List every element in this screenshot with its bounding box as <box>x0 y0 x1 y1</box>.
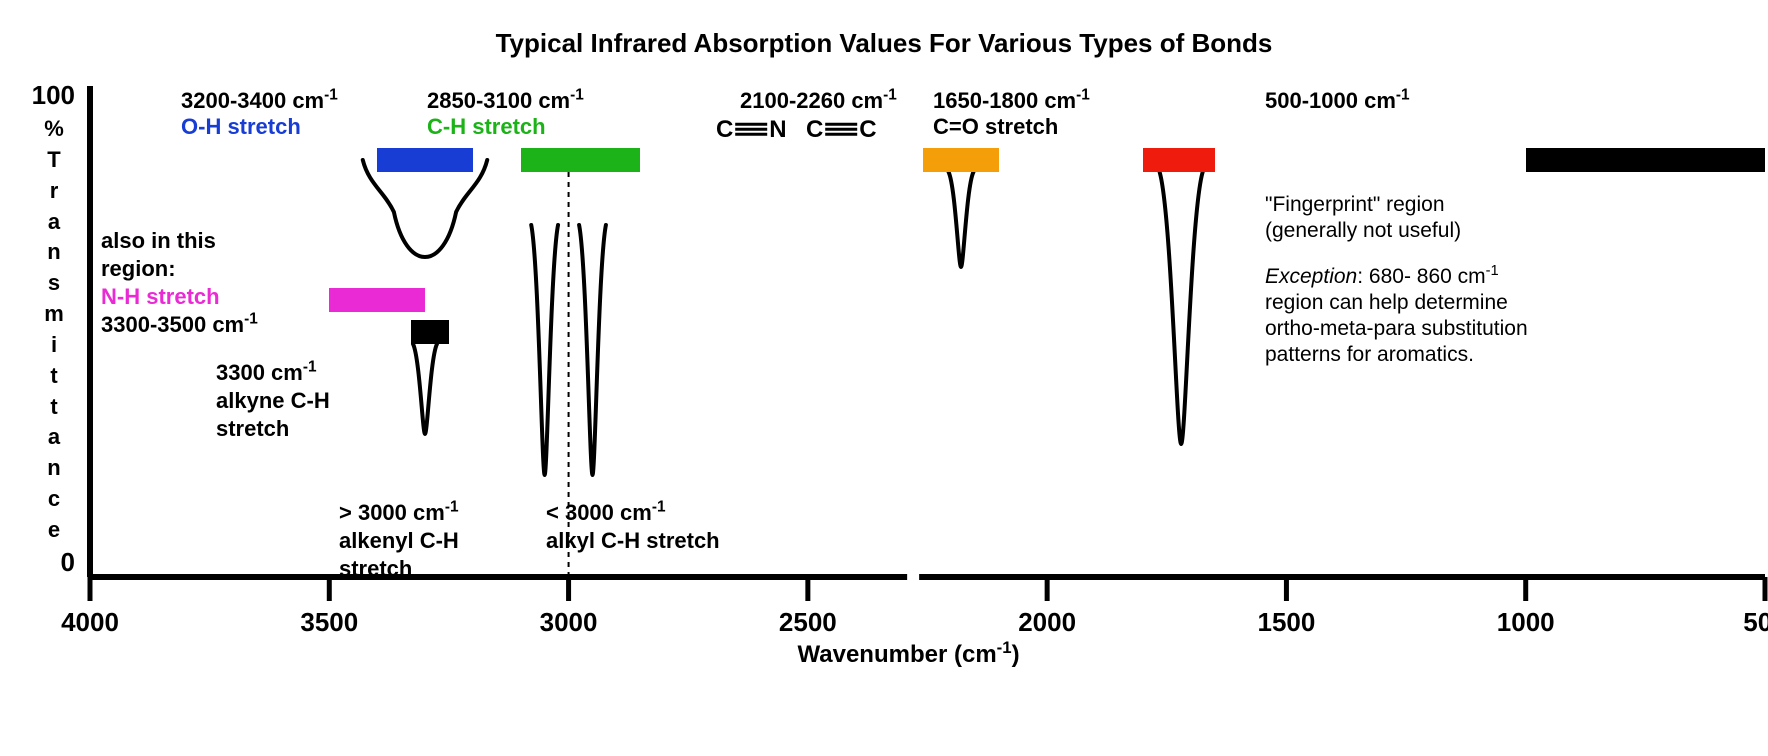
label-co-range: 1650-1800 cm-1 <box>933 88 1090 114</box>
label-fpex-c: ortho-meta-para substitution <box>1265 316 1528 341</box>
formula-atom: C <box>716 116 733 145</box>
label-alkyl-n: alkyl C-H stretch <box>546 528 720 554</box>
y-axis-label-char: e <box>40 517 68 542</box>
y-axis-label-char: t <box>40 363 68 388</box>
x-tick-label: 3000 <box>529 607 609 638</box>
y-axis-label-char: s <box>40 270 68 295</box>
label-alkenyl-r: > 3000 cm-1 <box>339 500 459 526</box>
label-alkenyl-n2: stretch <box>339 556 412 582</box>
peak-co-peak <box>1160 172 1203 444</box>
x-tick-label: 2500 <box>768 607 848 638</box>
peak-oh-peak <box>363 160 487 257</box>
y-tick-0: 0 <box>61 547 75 578</box>
peak-alkenyl-peak <box>531 225 558 475</box>
formula-atom: C <box>806 116 823 145</box>
peak-triple-peak <box>949 172 974 267</box>
label-alkyne-n2: stretch <box>216 416 289 442</box>
region-bar-alkyneCH <box>411 320 449 344</box>
region-bar-ch <box>521 148 641 172</box>
label-fpex-a: Exception: 680- 860 cm-1 <box>1265 264 1499 289</box>
x-tick-label: 500 <box>1725 607 1768 638</box>
y-axis-label-char: a <box>40 209 68 234</box>
y-axis-label-char: n <box>40 239 68 264</box>
label-also1: also in this <box>101 228 216 254</box>
label-also2: region: <box>101 256 176 282</box>
label-fpex-d: patterns for aromatics. <box>1265 342 1474 367</box>
label-fp1: "Fingerprint" region <box>1265 192 1445 217</box>
region-bar-nh <box>329 288 425 312</box>
label-fp2: (generally not useful) <box>1265 218 1461 243</box>
label-oh-name: O-H stretch <box>181 114 301 140</box>
y-axis-label-char: i <box>40 332 68 357</box>
label-alkyne-r: 3300 cm-1 <box>216 360 317 386</box>
label-fpex-b: region can help determine <box>1265 290 1508 315</box>
y-axis-label-char: c <box>40 486 68 511</box>
x-tick-label: 1000 <box>1486 607 1566 638</box>
label-alkyl-r: < 3000 cm-1 <box>546 500 666 526</box>
y-axis-label-char: a <box>40 424 68 449</box>
x-tick-label: 4000 <box>50 607 130 638</box>
label-co-name: C=O stretch <box>933 114 1058 140</box>
y-axis-label-char: r <box>40 178 68 203</box>
label-ch-range: 2850-3100 cm-1 <box>427 88 584 114</box>
peak-alkyne-peak <box>413 344 437 434</box>
y-axis-label-char: t <box>40 394 68 419</box>
formula-atom: N <box>769 116 786 145</box>
y-axis-label-char: T <box>40 147 68 172</box>
formula-atom: C <box>859 116 876 145</box>
label-alkyne-n1: alkyne C-H <box>216 388 330 414</box>
label-nh-name: N-H stretch <box>101 284 220 310</box>
peak-alkyl-peak <box>579 225 606 475</box>
y-axis-label-char: % <box>40 116 68 141</box>
region-bar-triple <box>923 148 1000 172</box>
label-oh-range: 3200-3400 cm-1 <box>181 88 338 114</box>
region-bar-oh <box>377 148 473 172</box>
region-bar-co <box>1143 148 1215 172</box>
label-ch-name: C-H stretch <box>427 114 546 140</box>
label-alkenyl-n1: alkenyl C-H <box>339 528 459 554</box>
region-bar-fp <box>1526 148 1765 172</box>
y-tick-100: 100 <box>32 80 75 111</box>
x-tick-label: 3500 <box>289 607 369 638</box>
x-tick-label: 2000 <box>1007 607 1087 638</box>
x-tick-label: 1500 <box>1246 607 1326 638</box>
y-axis-label-char: m <box>40 301 68 326</box>
label-nh-range: 3300-3500 cm-1 <box>101 312 258 338</box>
x-axis-label: Wavenumber (cm-1) <box>798 641 1020 670</box>
y-axis-label-char: n <box>40 455 68 480</box>
label-triple-range: 2100-2260 cm-1 <box>740 88 897 114</box>
label-fp-range: 500-1000 cm-1 <box>1265 88 1410 114</box>
